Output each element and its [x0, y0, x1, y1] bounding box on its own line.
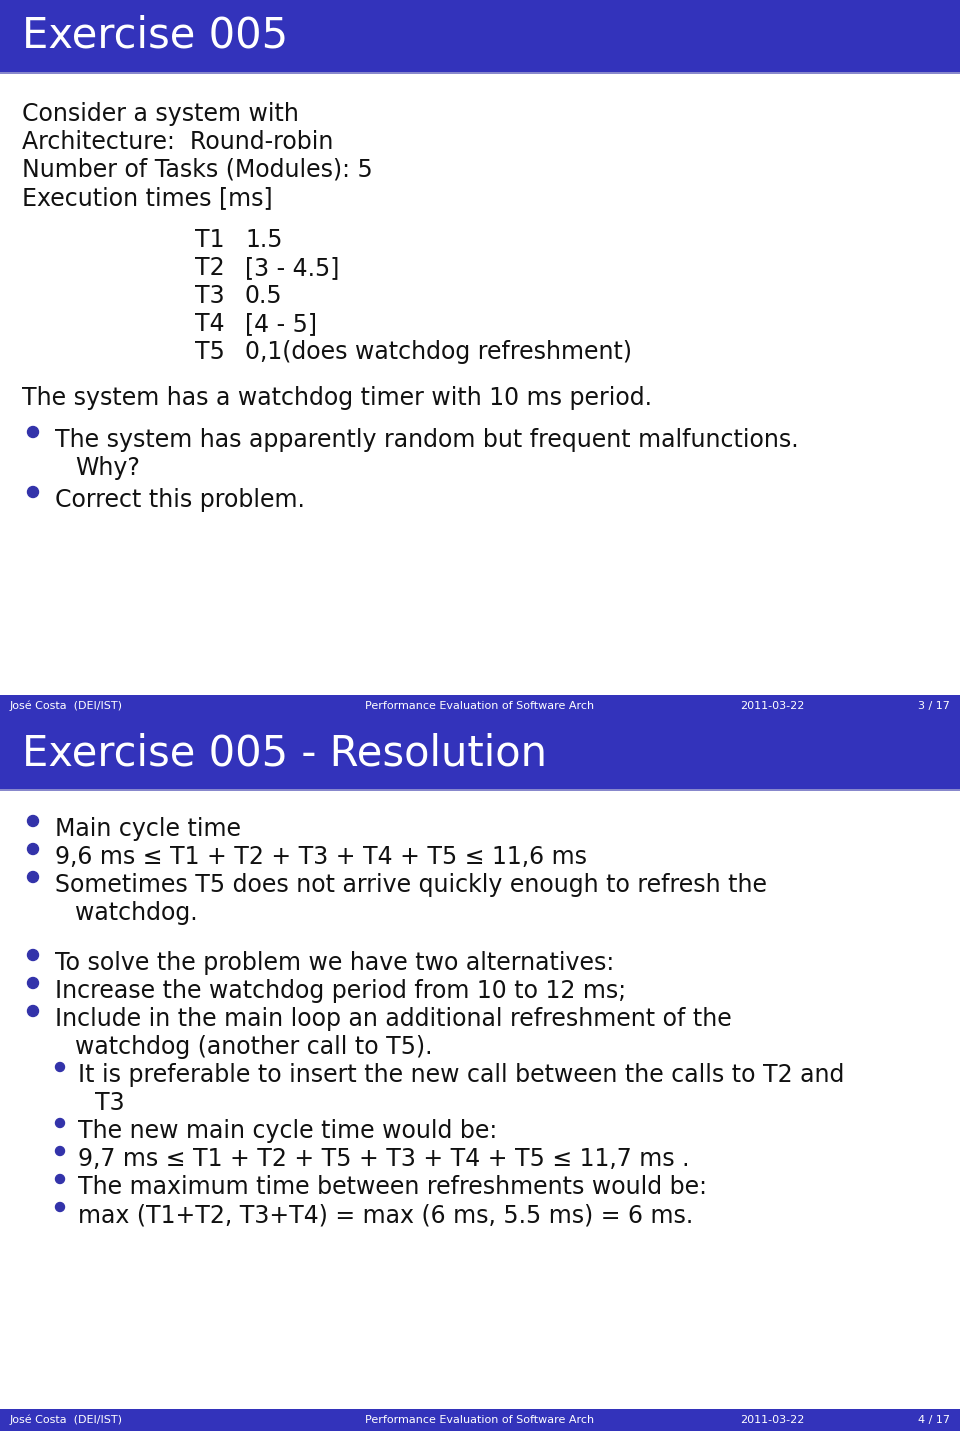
Text: The system has a watchdog timer with 10 ms period.: The system has a watchdog timer with 10 …	[22, 386, 652, 411]
Text: T1: T1	[195, 228, 225, 252]
Text: T4: T4	[195, 312, 225, 336]
Bar	[0, 72, 960, 74]
Text: 2011-03-22: 2011-03-22	[740, 701, 804, 711]
Text: watchdog.: watchdog.	[75, 902, 198, 924]
Circle shape	[28, 977, 38, 989]
Text: 0.5: 0.5	[245, 283, 282, 308]
Text: Main cycle time: Main cycle time	[55, 817, 241, 841]
Text: 3 / 17: 3 / 17	[918, 701, 950, 711]
Circle shape	[56, 1146, 64, 1155]
Circle shape	[56, 1202, 64, 1212]
Text: The system has apparently random but frequent malfunctions.: The system has apparently random but fre…	[55, 428, 799, 452]
Text: Exercise 005: Exercise 005	[22, 14, 288, 57]
Circle shape	[28, 843, 38, 854]
Text: 1.5: 1.5	[245, 228, 282, 252]
Text: Execution times [ms]: Execution times [ms]	[22, 186, 273, 210]
Bar	[0, 0, 960, 72]
Text: Performance Evaluation of Software Arch: Performance Evaluation of Software Arch	[366, 1415, 594, 1425]
Text: T2: T2	[195, 256, 225, 280]
Text: It is preferable to insert the new call between the calls to T2 and: It is preferable to insert the new call …	[78, 1063, 845, 1088]
Circle shape	[56, 1062, 64, 1072]
Text: Performance Evaluation of Software Arch: Performance Evaluation of Software Arch	[366, 701, 594, 711]
Circle shape	[28, 487, 38, 498]
Text: Correct this problem.: Correct this problem.	[55, 488, 305, 512]
Text: The new main cycle time would be:: The new main cycle time would be:	[78, 1119, 497, 1143]
Circle shape	[56, 1175, 64, 1183]
Circle shape	[28, 950, 38, 960]
Text: The maximum time between refreshments would be:: The maximum time between refreshments wo…	[78, 1175, 707, 1199]
Text: José Costa  (DEI/IST): José Costa (DEI/IST)	[10, 1415, 123, 1425]
Text: José Costa  (DEI/IST): José Costa (DEI/IST)	[10, 701, 123, 711]
Text: Exercise 005 - Resolution: Exercise 005 - Resolution	[22, 733, 547, 774]
Circle shape	[28, 426, 38, 438]
Text: T3: T3	[195, 283, 225, 308]
Text: [3 - 4.5]: [3 - 4.5]	[245, 256, 340, 280]
Text: Architecture:  Round-robin: Architecture: Round-robin	[22, 130, 333, 155]
Bar	[0, 1410, 960, 1431]
Text: 4 / 17: 4 / 17	[918, 1415, 950, 1425]
Text: To solve the problem we have two alternatives:: To solve the problem we have two alterna…	[55, 952, 614, 975]
Text: 2011-03-22: 2011-03-22	[740, 1415, 804, 1425]
Bar	[0, 717, 960, 788]
Text: T3: T3	[95, 1090, 125, 1115]
Text: [4 - 5]: [4 - 5]	[245, 312, 317, 336]
Bar	[0, 788, 960, 791]
Text: Number of Tasks (Modules): 5: Number of Tasks (Modules): 5	[22, 157, 372, 182]
Text: 0,1(does watchdog refreshment): 0,1(does watchdog refreshment)	[245, 341, 632, 363]
Text: Why?: Why?	[75, 456, 140, 479]
Text: 9,7 ms ≤ T1 + T2 + T5 + T3 + T4 + T5 ≤ 11,7 ms .: 9,7 ms ≤ T1 + T2 + T5 + T3 + T4 + T5 ≤ 1…	[78, 1148, 689, 1171]
Bar	[0, 695, 960, 717]
Text: max (T1+T2, T3+T4) = max (6 ms, 5.5 ms) = 6 ms.: max (T1+T2, T3+T4) = max (6 ms, 5.5 ms) …	[78, 1203, 693, 1226]
Circle shape	[28, 816, 38, 827]
Circle shape	[56, 1119, 64, 1128]
Text: Consider a system with: Consider a system with	[22, 102, 299, 126]
Circle shape	[28, 871, 38, 883]
Text: T5: T5	[195, 341, 225, 363]
Text: Sometimes T5 does not arrive quickly enough to refresh the: Sometimes T5 does not arrive quickly eno…	[55, 873, 767, 897]
Circle shape	[28, 1006, 38, 1016]
Text: watchdog (another call to T5).: watchdog (another call to T5).	[75, 1035, 433, 1059]
Text: Include in the main loop an additional refreshment of the: Include in the main loop an additional r…	[55, 1007, 732, 1030]
Text: Increase the watchdog period from 10 to 12 ms;: Increase the watchdog period from 10 to …	[55, 979, 626, 1003]
Text: 9,6 ms ≤ T1 + T2 + T3 + T4 + T5 ≤ 11,6 ms: 9,6 ms ≤ T1 + T2 + T3 + T4 + T5 ≤ 11,6 m…	[55, 844, 587, 869]
